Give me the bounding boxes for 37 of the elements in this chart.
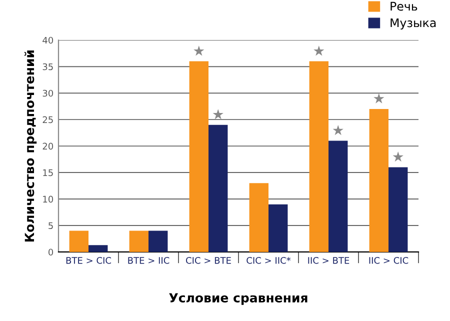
bar [208, 124, 228, 252]
bar [388, 167, 408, 252]
y-tick-label: 25 [42, 116, 53, 124]
bar [328, 140, 348, 252]
y-tick-label: 0 [48, 248, 54, 256]
y-tick-label: 30 [42, 90, 54, 97]
x-tick-label: BTE > IIC [128, 257, 170, 264]
bar [268, 204, 288, 252]
bar [148, 230, 168, 252]
bar [129, 230, 148, 252]
annotation: ★ [212, 109, 224, 120]
x-tick-label: CIC > BTE [186, 257, 231, 264]
annotation: ★ [314, 46, 324, 56]
y-tick-label: 5 [48, 222, 53, 230]
x-axis-title: Условие сравнения [169, 293, 308, 305]
y-axis-title: Количество предпочтений [24, 50, 37, 242]
y-tick-label: 10 [43, 196, 54, 203]
legend-label: Речь [390, 2, 418, 11]
bar [69, 230, 88, 252]
x-tick-label: IIC > BTE [308, 257, 350, 264]
annotation: ★ [392, 152, 404, 162]
x-tick-label: BTE > CIC [66, 257, 112, 264]
y-tick-label: 20 [42, 142, 54, 150]
bar [88, 245, 108, 252]
annotation: ★ [332, 125, 344, 136]
bar [249, 183, 268, 252]
y-tick-label: 35 [42, 63, 53, 70]
annotation: ★ [374, 93, 384, 104]
y-tick-label: 40 [42, 36, 54, 44]
bar [189, 61, 208, 252]
bar [369, 108, 388, 252]
x-tick-label: IIC > CIC [369, 257, 408, 264]
x-tick-label: CIC > IIC* [246, 257, 291, 264]
legend-label: Музыка [390, 18, 436, 30]
y-tick-label: 15 [43, 169, 53, 176]
bar [309, 61, 328, 252]
annotation: ★ [194, 46, 204, 56]
